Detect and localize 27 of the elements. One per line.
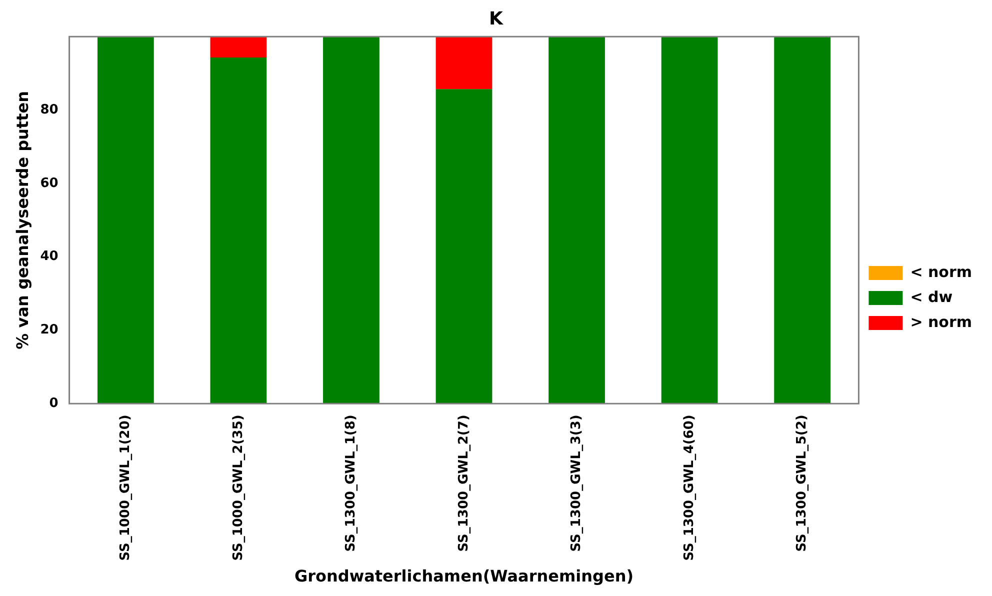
y-axis-title: % van geanalyseerde putten — [12, 90, 32, 350]
x-tick-label: SS_1000_GWL_2(35) — [230, 414, 246, 561]
bar — [323, 36, 380, 404]
x-tick-label: SS_1300_GWL_3(3) — [569, 414, 584, 552]
bar — [97, 36, 154, 404]
bar — [210, 36, 267, 58]
legend-label: > norm — [910, 312, 972, 331]
y-tick-label: 40 — [40, 249, 58, 264]
x-tick-label: SS_1300_GWL_1(8) — [344, 414, 359, 552]
legend-label: < dw — [910, 288, 953, 306]
bar — [661, 36, 718, 404]
y-tick-label: 60 — [40, 176, 58, 191]
legend-label: < norm — [910, 262, 972, 281]
x-tick-label: SS_1300_GWL_5(2) — [794, 414, 810, 552]
y-tick-label: 80 — [40, 102, 58, 118]
chart-title: K — [489, 8, 504, 30]
y-tick-label: 20 — [40, 322, 58, 338]
x-tick-label: SS_1300_GWL_4(60) — [682, 414, 697, 561]
x-tick-label: SS_1000_GWL_1(20) — [118, 414, 134, 561]
x-tick-label: SS_1300_GWL_2(7) — [456, 414, 472, 552]
bar — [210, 58, 267, 404]
x-axis-title: Grondwaterlichamen(Waarnemingen) — [294, 566, 634, 586]
bar — [548, 36, 605, 404]
bar — [436, 36, 492, 90]
bar — [436, 89, 492, 404]
bar — [774, 36, 831, 404]
y-tick-label: 0 — [49, 396, 58, 412]
